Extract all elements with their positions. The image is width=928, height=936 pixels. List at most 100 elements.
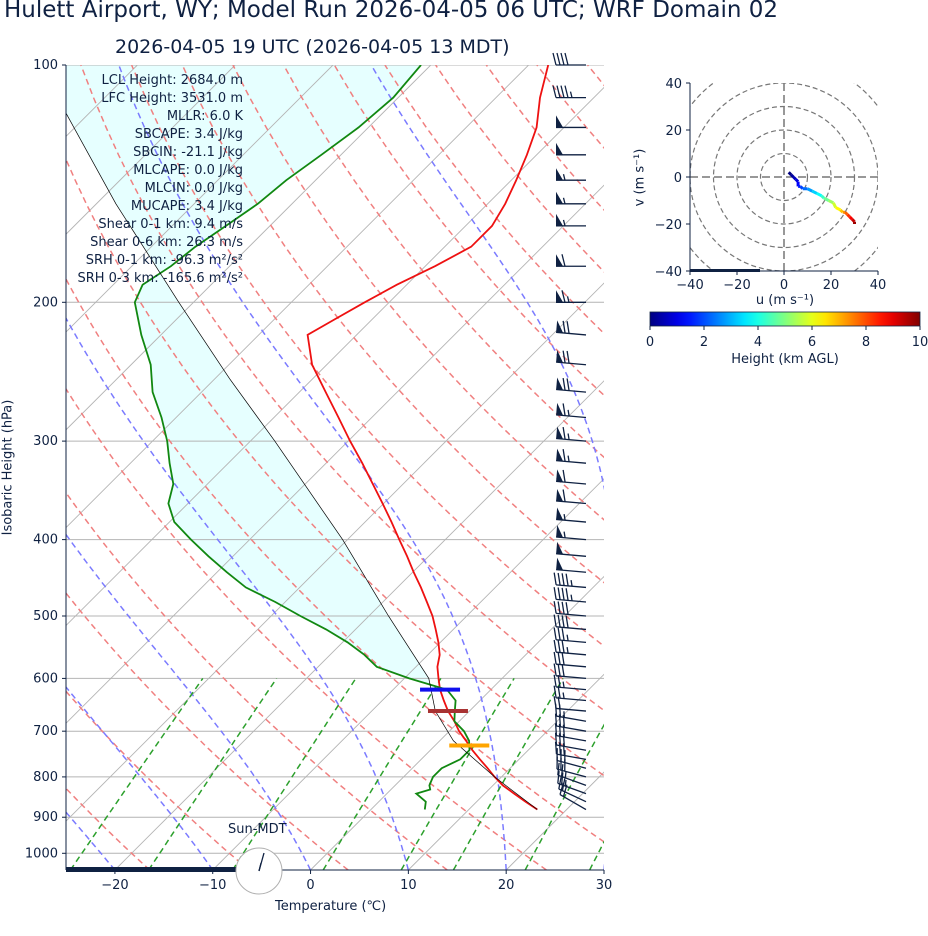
mixing-ratio-line xyxy=(589,840,604,870)
dry-adiabat xyxy=(66,157,604,777)
wind-barb xyxy=(556,142,586,156)
dry-adiabat xyxy=(384,65,604,335)
colorbar-tick-label: 2 xyxy=(700,335,708,350)
x-tick-label: 30 xyxy=(596,878,613,893)
y-tick-label: 900 xyxy=(33,810,58,825)
wind-barb-half xyxy=(562,692,565,699)
wind-barb-flag xyxy=(556,254,563,267)
stat-mlcin: MLCIN: 0.0 J/kg xyxy=(144,181,243,196)
wind-barb-full xyxy=(553,685,557,698)
wind-barb xyxy=(553,614,587,631)
wind-barb-full xyxy=(553,614,557,627)
wind-barb-staff xyxy=(556,675,587,680)
wind-barb-staff xyxy=(557,774,587,786)
isotherm-line xyxy=(66,65,432,431)
wind-barb-full xyxy=(553,674,557,688)
wind-barb-flag xyxy=(556,191,563,204)
wind-barb-full xyxy=(557,587,561,600)
dry-adiabat xyxy=(282,65,604,459)
wind-barb-staff xyxy=(556,361,587,366)
dry-adiabat xyxy=(66,591,349,870)
wind-barb-half xyxy=(569,91,573,98)
wind-barb-full xyxy=(553,587,557,600)
hodograph-segment xyxy=(787,171,793,176)
wind-barb-staff xyxy=(556,536,587,541)
wind-barb-flag xyxy=(556,525,564,538)
wind-barb-full xyxy=(557,614,561,628)
y-tick-label: 100 xyxy=(33,58,58,73)
isotherm-line xyxy=(408,673,604,870)
wind-barb-full xyxy=(560,772,564,785)
wind-barb-flag xyxy=(556,168,563,181)
wind-barb-full xyxy=(557,675,561,688)
wind-barb-flag xyxy=(556,115,563,128)
dry-adiabat xyxy=(740,65,928,870)
dry-adiabat xyxy=(130,65,604,648)
wind-barb-staff xyxy=(556,725,587,732)
wind-barb-full xyxy=(554,732,558,746)
isotherm-line xyxy=(702,65,928,870)
wind-barb-full xyxy=(565,588,569,601)
wind-barb-flag xyxy=(556,142,563,155)
hodograph-y-tick-label: 40 xyxy=(665,77,682,92)
wind-barb xyxy=(553,685,587,702)
stat-sbcape: SBCAPE: 3.4 J/kg xyxy=(134,127,243,142)
wind-barb-flag xyxy=(556,557,564,571)
moist-adiabat xyxy=(66,316,410,870)
cape-fill xyxy=(66,65,447,690)
wind-barb-staff xyxy=(556,459,587,464)
wind-barb-full xyxy=(557,770,560,784)
sounding-stats: LCL Height: 2684.0 m LFC Height: 3531.0 … xyxy=(60,72,243,288)
wind-barb-full xyxy=(562,734,565,747)
colorbar-tick-label: 4 xyxy=(754,335,762,350)
dry-adiabat xyxy=(66,787,151,870)
wind-barb-full xyxy=(561,652,565,665)
wind-barb-half xyxy=(562,197,566,204)
wind-barb xyxy=(556,748,587,769)
wind-barb xyxy=(556,507,587,523)
wind-barb xyxy=(553,674,587,691)
y-tick-label: 400 xyxy=(33,533,58,548)
wind-barb-full xyxy=(552,85,557,98)
mixing-ratio-line xyxy=(148,677,278,870)
wind-barb-full xyxy=(562,426,566,440)
wind-barb xyxy=(556,213,586,227)
hodograph-y-tick-label: −20 xyxy=(655,218,682,233)
mixing-ratio-line xyxy=(69,677,204,870)
wind-barb xyxy=(556,115,586,129)
wind-barb-staff xyxy=(556,759,587,769)
wind-barb-full xyxy=(553,663,557,676)
wind-barb-full xyxy=(560,52,565,66)
wind-barb xyxy=(553,572,587,589)
stat-shear-0-1: Shear 0-1 km: 9.4 m/s xyxy=(98,217,243,232)
wind-barb xyxy=(556,168,586,181)
hodograph-x-tick-label: 20 xyxy=(823,278,840,293)
wind-barb-full xyxy=(553,651,557,665)
wind-barb-half xyxy=(566,634,569,641)
isotherm-line xyxy=(603,869,604,870)
chart-subtitle: 2026-04-05 19 UTC (2026-04-05 13 MDT) xyxy=(115,36,510,58)
wind-barb-staff xyxy=(556,768,587,778)
wind-barb-flag xyxy=(556,541,564,555)
wind-barb xyxy=(557,770,587,795)
wind-barb-full xyxy=(553,627,557,640)
stat-mlcape: MLCAPE: 0.0 J/kg xyxy=(133,163,243,178)
wind-barb-staff xyxy=(556,553,587,557)
wind-barb-half xyxy=(567,455,570,462)
colorbar-tick-label: 6 xyxy=(808,335,816,350)
wind-barb xyxy=(556,469,587,485)
wind-barb-full xyxy=(553,572,557,585)
stat-mucape: MUCAPE: 3.4 J/kg xyxy=(130,199,243,214)
colorbar-tick-label: 8 xyxy=(862,335,870,350)
hodograph-x-label: u (m s⁻¹) xyxy=(755,293,815,308)
hodograph-x-tick-label: 0 xyxy=(780,278,788,293)
wind-barb-half xyxy=(562,219,566,227)
wind-barb-full xyxy=(557,640,561,653)
wind-barb xyxy=(552,85,586,99)
hodograph-x-tick-label: 40 xyxy=(870,278,887,293)
wind-barb xyxy=(556,191,586,205)
isotherm-line xyxy=(114,380,604,870)
wind-barb-full xyxy=(557,627,561,641)
moist-adiabat xyxy=(66,533,312,870)
wind-barb-staff xyxy=(556,651,587,656)
